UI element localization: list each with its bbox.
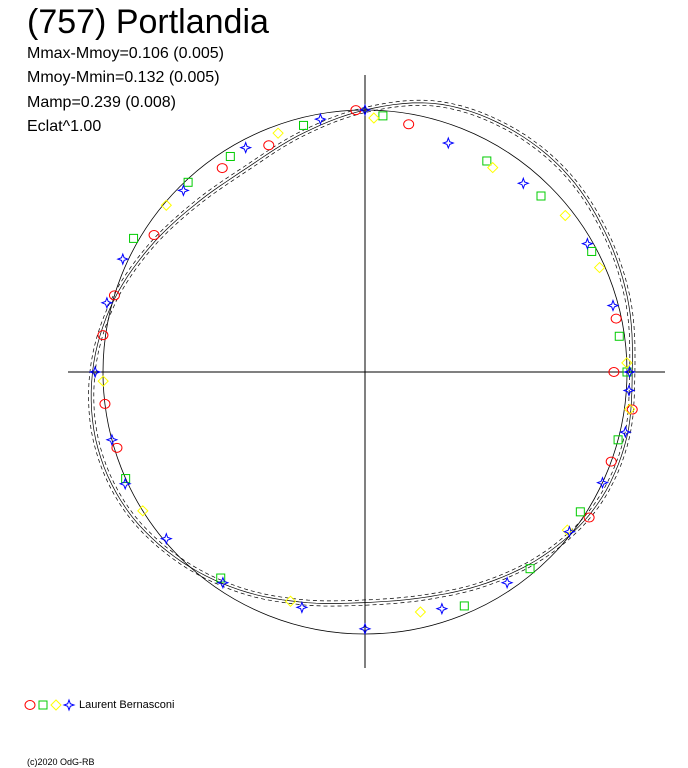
yellow-diamond-point (561, 524, 574, 536)
blue-star-point (88, 365, 102, 379)
green-square-point (183, 177, 193, 187)
yellow-diamond-point (593, 261, 606, 274)
green-square-point (378, 111, 388, 121)
yellow-diamond-point (284, 595, 297, 607)
red-circle-point (626, 404, 638, 415)
blue-star-point (622, 384, 636, 397)
red-circle-point (111, 442, 123, 453)
blue-star-point (562, 525, 576, 539)
axes (68, 75, 665, 668)
blue-star-point (435, 602, 449, 616)
red-circle-point (99, 398, 111, 409)
blue-star-point (500, 576, 514, 590)
red-circle-point (403, 119, 415, 130)
yellow-diamond-point (487, 161, 499, 174)
blue-star-point (580, 237, 594, 251)
blue-star-point (295, 600, 309, 614)
stat-line-mmin: Mmoy-Mmin=0.132 (0.005) (27, 69, 220, 86)
yellow-diamond-point (97, 375, 109, 387)
yellow-diamond-point (368, 112, 380, 124)
yellow-diamond-point (621, 357, 633, 369)
legend-diamond-marker (50, 699, 62, 711)
green-square-point (614, 331, 624, 341)
blue-star-point (606, 299, 620, 312)
blue-star-point (100, 296, 114, 310)
red-circle-point (216, 163, 228, 174)
blue-star-point (159, 532, 173, 546)
green-square-point (459, 601, 469, 611)
green-square-point (482, 156, 492, 166)
red-circle-point (610, 313, 622, 324)
green-square-point (575, 507, 585, 517)
red-circle-point (583, 512, 595, 523)
green-square-point (225, 151, 235, 161)
blue-star-point (216, 576, 230, 590)
blue-star-point (596, 476, 609, 490)
blue-star-point (358, 103, 372, 117)
curves (88, 99, 636, 635)
legend-star-marker (62, 698, 76, 712)
yellow-diamond-point (272, 127, 284, 139)
legend-square-marker (38, 700, 48, 710)
copyright-footer: (c)2020 OdG-RB (27, 757, 95, 767)
green-square-point (613, 435, 623, 445)
green-square-point (299, 120, 309, 130)
red-circle-point (608, 367, 620, 377)
yellow-diamond-point (137, 505, 149, 517)
blue-star-point (176, 183, 190, 197)
blue-star-point (618, 425, 632, 439)
yellow-diamond-point (623, 403, 636, 415)
red-circle-point (263, 140, 275, 151)
legend-label: Laurent Bernasconi (79, 699, 175, 711)
yellow-diamond-point (414, 606, 427, 618)
data-points (88, 103, 638, 636)
stat-line-eclat: Eclat^1.00 (27, 118, 102, 135)
stat-line-mmax: Mmax-Mmoy=0.106 (0.005) (27, 45, 224, 62)
yellow-diamond-point (160, 199, 173, 211)
blue-star-point (118, 477, 132, 491)
blue-star-point (623, 365, 637, 379)
blue-star-point (516, 176, 530, 190)
fit-curve-envelope (93, 104, 631, 602)
red-circle-point (97, 330, 109, 341)
red-circle-point (148, 230, 160, 241)
green-square-point (525, 564, 535, 574)
chart-title: (757) Portlandia (27, 3, 269, 41)
blue-star-point (358, 622, 372, 636)
blue-star-point (116, 252, 130, 266)
legend-circle-marker (24, 700, 36, 710)
blue-star-point (441, 136, 455, 150)
blue-star-point (313, 112, 327, 126)
legend-markers (24, 698, 76, 712)
blue-star-point (105, 433, 119, 447)
stat-line-mamp: Mamp=0.239 (0.008) (27, 94, 176, 111)
green-square-point (121, 474, 131, 484)
red-circle-point (605, 456, 617, 467)
green-square-point (129, 233, 139, 243)
red-circle-point (108, 290, 120, 301)
fit-curve-envelope (88, 99, 636, 607)
blue-star-point (239, 141, 253, 155)
fit-curve (90, 102, 633, 604)
green-square-point (587, 246, 597, 256)
green-square-point (536, 191, 546, 201)
yellow-diamond-point (559, 209, 571, 222)
